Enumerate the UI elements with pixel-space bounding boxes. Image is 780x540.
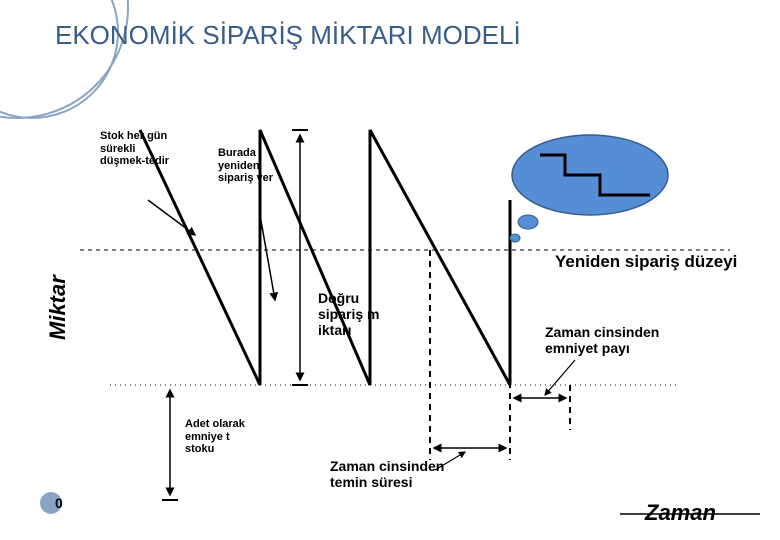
label-reorder-here: Burada yeniden sipariş ver [218,147,288,185]
pointer-stock-falling [148,200,195,235]
label-reorder-level: Yeniden sipariş düzeyi [555,252,737,272]
x-axis-label: Zaman [645,500,716,526]
label-order-qty: Doğru sipariş m iktarı [318,290,388,338]
label-zero: 0 [55,495,63,511]
label-stock-falling: Stok her gün sürekli düşmek-tedir [100,130,170,168]
label-lead-time: Zaman cinsinden temin süresi [330,458,480,490]
sawtooth [140,130,510,385]
pointer-reorder-here [260,215,275,300]
label-safety-time: Zaman cinsinden emniyet payı [545,324,685,356]
y-axis-label: Miktar [45,275,71,340]
label-safety-stock: Adet olarak emniye t stoku [185,418,245,456]
slide: { "title": { "text": "EKONOMİK SİPARİŞ M… [0,0,780,540]
